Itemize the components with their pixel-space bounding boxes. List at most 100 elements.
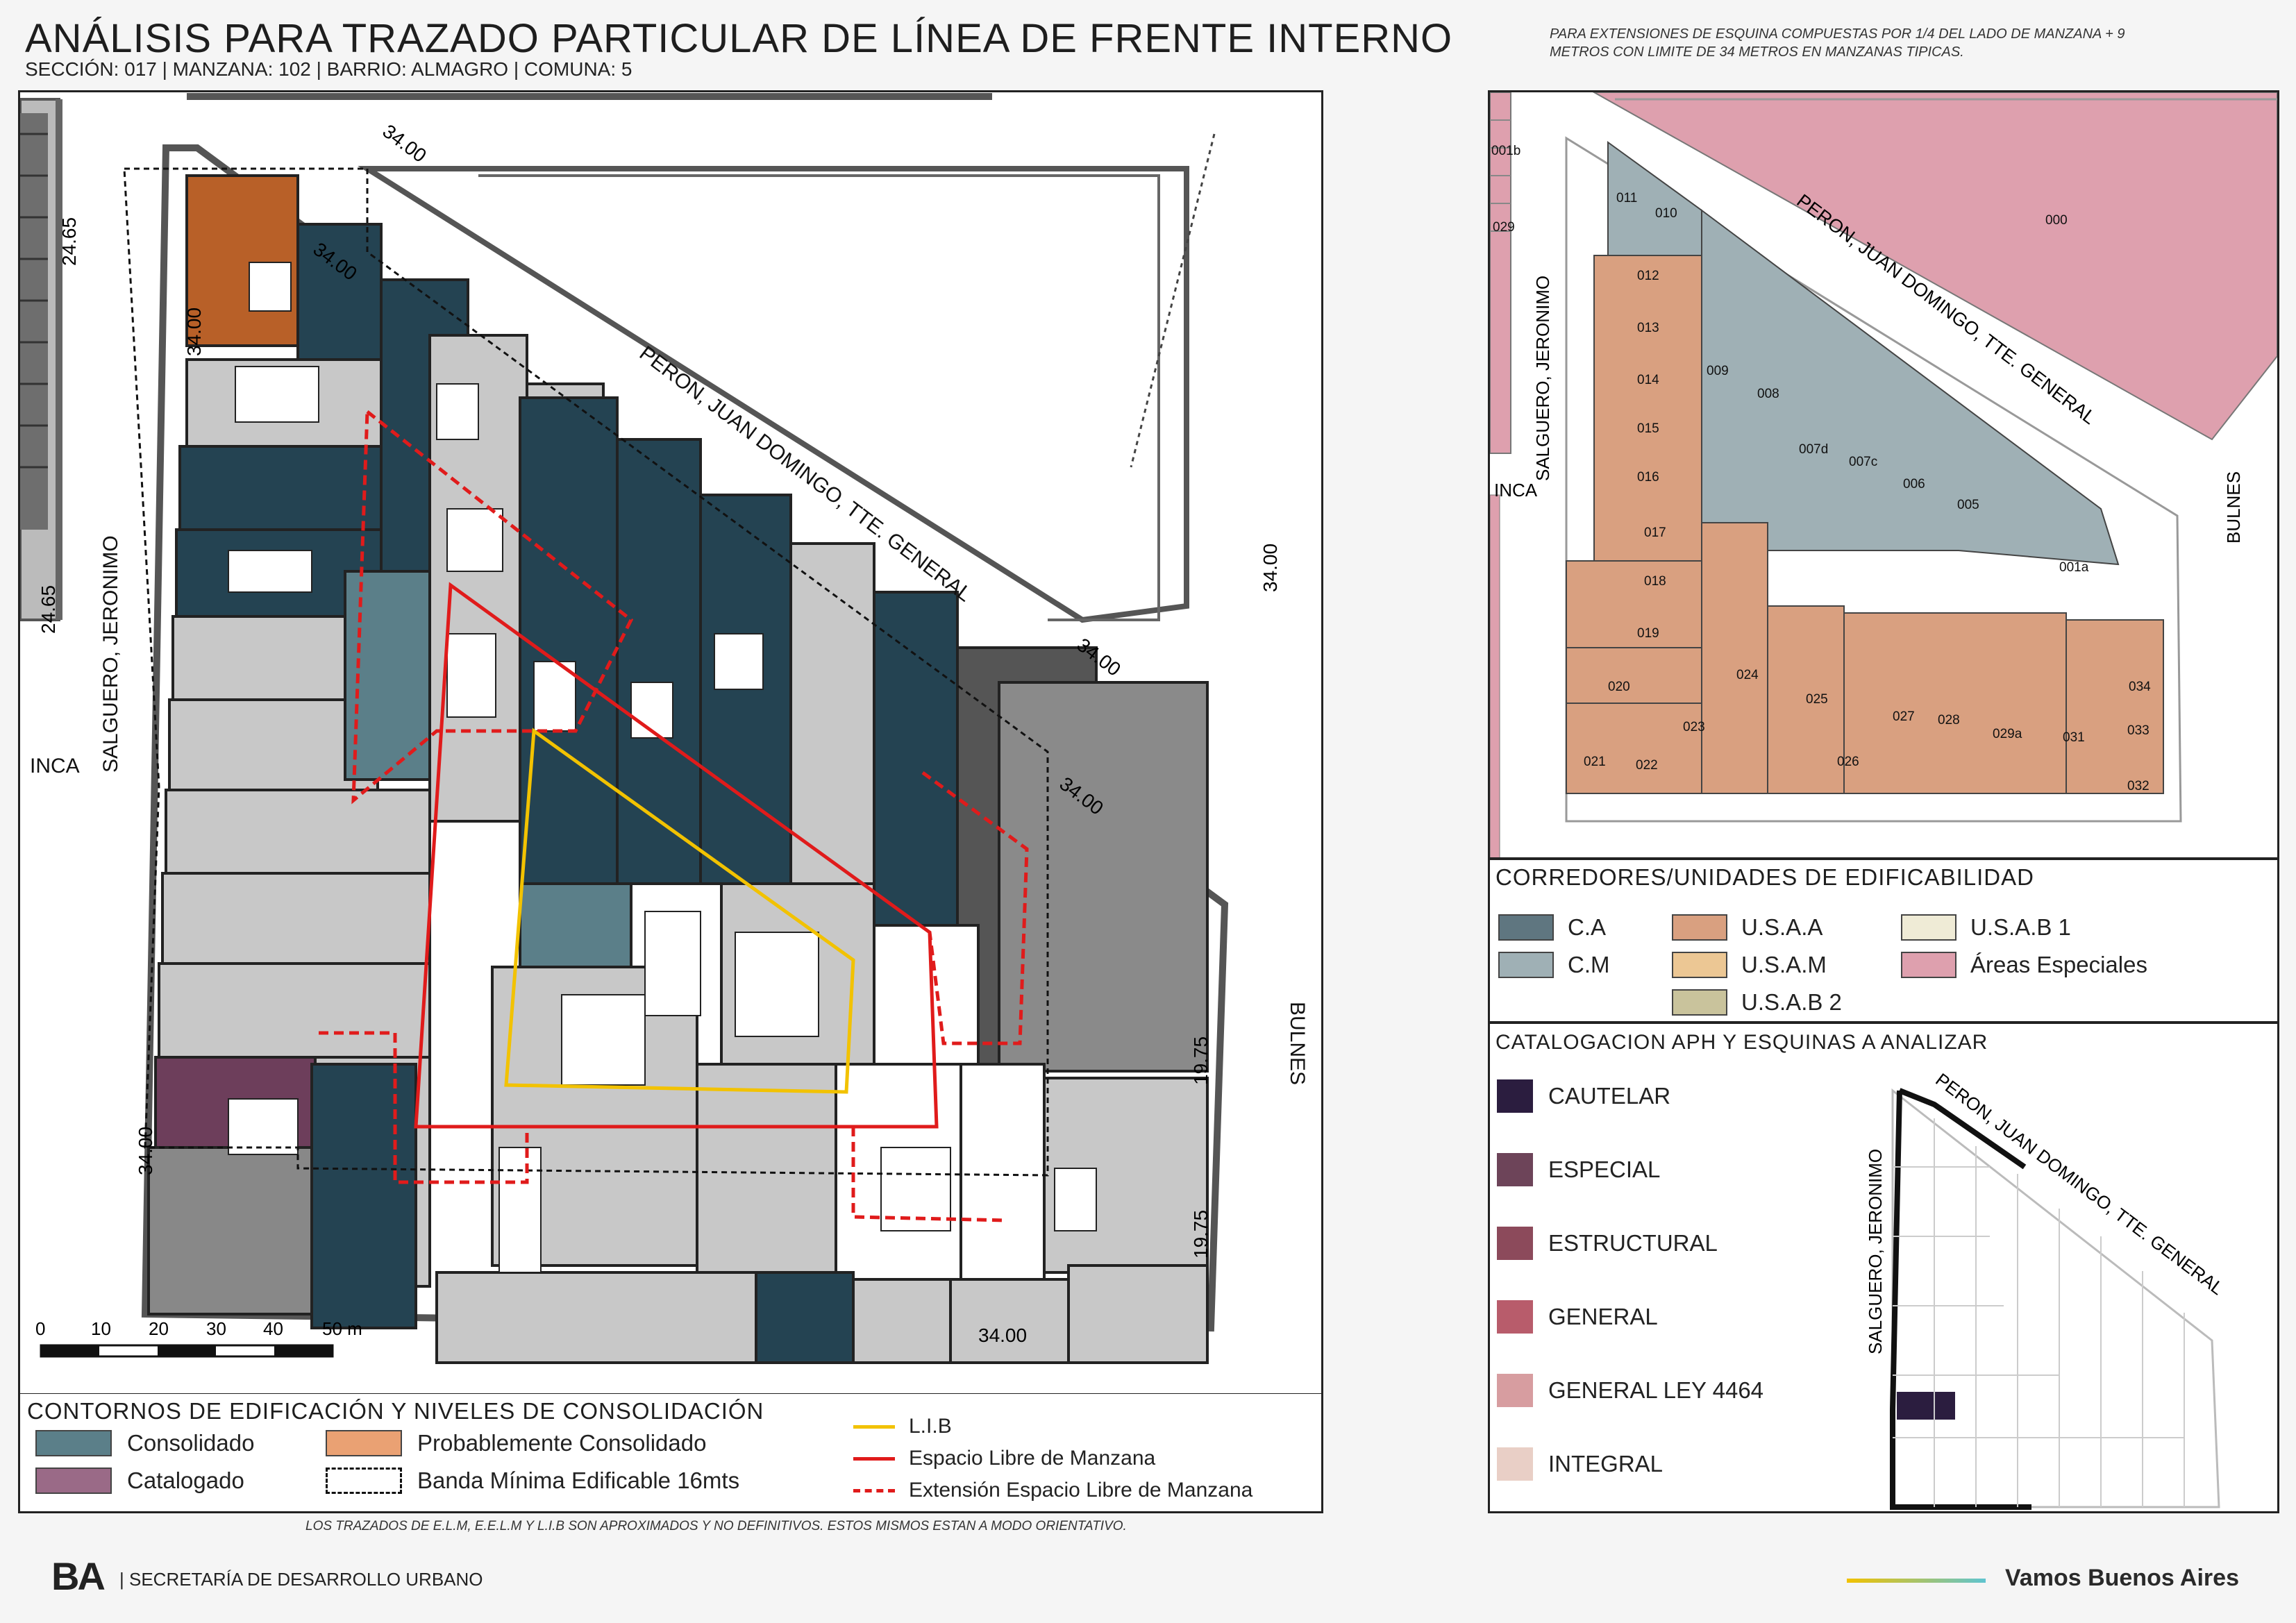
parcel-032: 032 <box>2127 779 2150 793</box>
parcel-007d: 007d <box>1799 442 1828 457</box>
especial-swatch <box>1497 1153 1533 1186</box>
aph-legend: CATALOGACION APH Y ESQUINAS A ANALIZAR C… <box>1488 1022 2279 1513</box>
usab2-swatch <box>1672 989 1727 1016</box>
parcel-020: 020 <box>1608 680 1630 694</box>
mini-corner-peron <box>1898 1088 2027 1170</box>
page-subtitle: SECCIÓN: 017 | MANZANA: 102 | BARRIO: AL… <box>25 58 632 80</box>
dim-left-top: 34.00 <box>183 308 205 356</box>
parcel-street-bulnes: BULNES <box>2223 471 2244 544</box>
parcel-014: 014 <box>1637 373 1659 387</box>
parcel-012: 012 <box>1637 269 1659 283</box>
eelm-swatch <box>853 1488 895 1492</box>
dim-right-1975-a: 19.75 <box>1190 1036 1212 1085</box>
lib-line <box>504 728 855 1094</box>
integral-swatch <box>1497 1447 1533 1481</box>
dim-right-1975-b: 19.75 <box>1190 1210 1212 1259</box>
scale-10: 10 <box>91 1318 111 1339</box>
parcel-029a: 029a <box>1993 727 2022 741</box>
header-note-line1: PARA EXTENSIONES DE ESQUINA COMPUESTAS P… <box>1550 26 2125 42</box>
legend-eelm: Extensión Espacio Libre de Manzana <box>853 1479 1252 1502</box>
parcel-street-inca: INCA <box>1494 480 1538 501</box>
parcel-034: 034 <box>2129 680 2151 694</box>
parcel-008: 008 <box>1757 387 1779 401</box>
scale-bar: 0 10 20 30 40 50 m <box>35 1318 362 1358</box>
usab1-swatch <box>1901 914 1956 941</box>
parcel-017: 017 <box>1644 525 1666 540</box>
parcel-027: 027 <box>1893 709 1915 724</box>
corridor-areas-especiales: Áreas Especiales <box>1901 952 2147 978</box>
main-map-panel: PERON, JUAN DOMINGO, TTE. GENERAL SALGUE… <box>18 90 1323 1395</box>
scale-30: 30 <box>206 1318 226 1339</box>
parcel-029: 029 <box>1493 220 1515 235</box>
cm-swatch <box>1498 952 1554 978</box>
corridor-legend: CORREDORES/UNIDADES DE EDIFICABILIDAD C.… <box>1488 858 2279 1023</box>
consolidado-swatch <box>35 1430 112 1456</box>
corridor-usab1: U.S.A.B 1 <box>1901 914 2071 941</box>
slogan-bar <box>1847 1579 1986 1583</box>
parcel-006: 006 <box>1903 477 1925 491</box>
legend-catalogado: Catalogado <box>35 1468 244 1494</box>
probablemente-swatch <box>326 1430 402 1456</box>
parcel-031: 031 <box>2063 730 2085 745</box>
scale-0: 0 <box>35 1318 45 1339</box>
parcel-013: 013 <box>1637 321 1659 335</box>
corridor-legend-title: CORREDORES/UNIDADES DE EDIFICABILIDAD <box>1495 864 2034 890</box>
mini-corner-salguero <box>1890 1090 2031 1510</box>
corridor-cm: C.M <box>1498 952 1610 978</box>
aph-general: GENERAL <box>1497 1300 1658 1334</box>
parcel-015: 015 <box>1637 421 1659 436</box>
banda-swatch <box>326 1468 402 1494</box>
usam-swatch <box>1672 952 1727 978</box>
street-salguero-label: SALGUERO, JERONIMO <box>99 535 122 773</box>
parcel-011: 011 <box>1616 191 1637 205</box>
parcel-001a: 001a <box>2059 560 2089 575</box>
footer-note: LOS TRAZADOS DE E.L.M, E.E.L.M Y L.I.B S… <box>305 1519 1127 1533</box>
legend-elm: Espacio Libre de Manzana <box>853 1447 1155 1470</box>
legend-lib: L.I.B <box>853 1415 952 1438</box>
aph-integral: INTEGRAL <box>1497 1447 1663 1481</box>
parcel-026: 026 <box>1837 755 1859 769</box>
scale-20: 20 <box>149 1318 169 1339</box>
dim-bottom: 34.00 <box>978 1325 1027 1346</box>
elm-line <box>414 582 939 1129</box>
parcel-001b: 001b <box>1491 144 1520 158</box>
corridor-ca: C.A <box>1498 914 1606 941</box>
street-bulnes-label: BULNES <box>1286 1002 1309 1085</box>
footer-org: | SECRETARÍA DE DESARROLLO URBANO <box>119 1569 483 1590</box>
dim-right-top: 34.00 <box>1259 544 1281 592</box>
main-map-svg: PERON, JUAN DOMINGO, TTE. GENERAL SALGUE… <box>19 92 1321 1393</box>
page-title: ANÁLISIS PARA TRAZADO PARTICULAR DE LÍNE… <box>25 16 1453 61</box>
ca-swatch <box>1498 914 1554 941</box>
parcel-018: 018 <box>1644 574 1666 589</box>
parcel-010: 010 <box>1655 206 1677 221</box>
legend-probablemente: Probablemente Consolidado <box>326 1430 706 1456</box>
parcel-000: 000 <box>2045 213 2068 228</box>
parcel-map-svg: 011 010 012 013 014 015 016 017 018 019 … <box>1489 92 2278 884</box>
areas-especiales-swatch <box>1901 952 1956 978</box>
scale-50: 50 m <box>322 1318 362 1339</box>
parcel-019: 019 <box>1637 626 1659 641</box>
lib-swatch <box>853 1424 895 1429</box>
parcel-007c: 007c <box>1849 455 1877 469</box>
legend-consolidado: Consolidado <box>35 1430 254 1456</box>
parcel-024: 024 <box>1736 668 1759 682</box>
consolidation-legend-title: CONTORNOS DE EDIFICACIÓN Y NIVELES DE CO… <box>27 1398 764 1424</box>
parcel-028: 028 <box>1938 713 1960 728</box>
parcel-016: 016 <box>1637 470 1659 485</box>
parcel-033: 033 <box>2127 723 2150 738</box>
dim-left-2465-a: 24.65 <box>58 217 80 266</box>
aph-estructural: ESTRUCTURAL <box>1497 1227 1718 1260</box>
parcel-022: 022 <box>1636 758 1658 773</box>
aph-general-ley: GENERAL LEY 4464 <box>1497 1374 1763 1407</box>
banda-minima-line <box>123 167 1049 1177</box>
street-inca-label: INCA <box>30 755 80 777</box>
dim-left-bottom: 34.00 <box>135 1127 156 1175</box>
opposite-block <box>358 166 1189 623</box>
elm-swatch <box>853 1456 895 1461</box>
usaa-swatch <box>1672 914 1727 941</box>
mini-map-svg: PERON, JUAN DOMINGO, TTE. GENERAL SALGUE… <box>1851 1063 2276 1511</box>
mini-cautelar-parcel <box>1897 1392 1955 1420</box>
aph-legend-title: CATALOGACION APH Y ESQUINAS A ANALIZAR <box>1495 1031 1988 1054</box>
parcel-009: 009 <box>1707 364 1729 378</box>
consolidation-legend: CONTORNOS DE EDIFICACIÓN Y NIVELES DE CO… <box>18 1394 1323 1513</box>
